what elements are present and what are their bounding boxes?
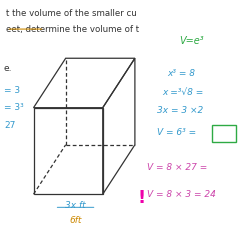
Text: V = 6³ =: V = 6³ = [157, 128, 196, 137]
Text: V=e³: V=e³ [180, 36, 204, 46]
Text: x³ = 8: x³ = 8 [167, 68, 195, 78]
Text: x =³√8 =: x =³√8 = [162, 88, 203, 97]
Text: 3x = 3 ×2: 3x = 3 ×2 [157, 106, 204, 115]
Text: 6ft: 6ft [69, 216, 82, 225]
Text: eet, determine the volume of t: eet, determine the volume of t [6, 25, 140, 34]
Text: = 3³: = 3³ [4, 103, 24, 112]
Text: V = 8 × 3 = 24: V = 8 × 3 = 24 [147, 190, 216, 199]
Text: 3x ft: 3x ft [65, 201, 86, 210]
Text: V = 8 × 27 =: V = 8 × 27 = [147, 162, 208, 172]
Text: = 3: = 3 [4, 86, 20, 95]
Text: !: ! [137, 189, 145, 207]
Text: e.: e. [4, 64, 12, 73]
Text: 27: 27 [4, 120, 15, 130]
Text: t the volume of the smaller cu: t the volume of the smaller cu [6, 9, 137, 18]
